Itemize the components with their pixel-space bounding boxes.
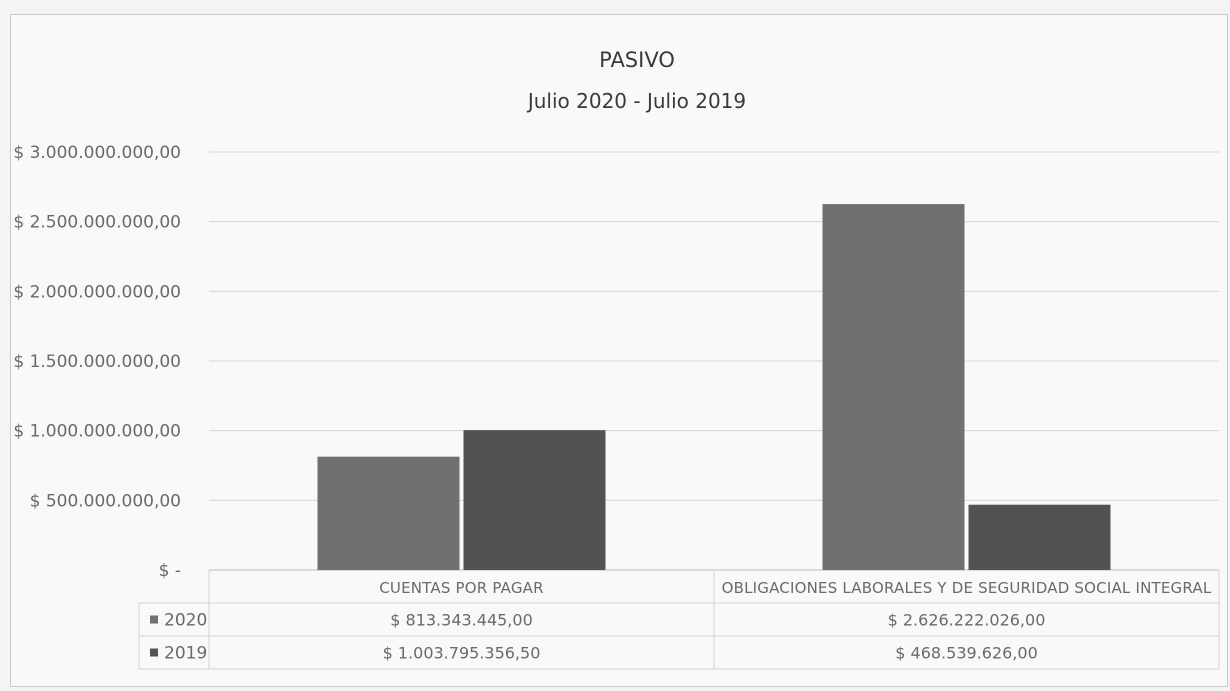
bar-2019-0 xyxy=(463,430,606,570)
data-table: CUENTAS POR PAGAR OBLIGACIONES LABORALES … xyxy=(138,570,1220,670)
legend-label: 2020 xyxy=(164,611,207,631)
x-category-label: CUENTAS POR PAGAR xyxy=(379,579,544,597)
table-cell-value: $ 813.343.445,00 xyxy=(390,611,533,630)
y-tick-label: $ 500.000.000,00 xyxy=(30,491,181,511)
y-tick-label: $ 2.500.000.000,00 xyxy=(13,213,181,233)
y-tick-label: $ 1.000.000.000,00 xyxy=(13,422,181,442)
chart-title: PASIVO xyxy=(599,48,675,72)
bar-2020-0 xyxy=(317,456,460,570)
y-tick-label: $ - xyxy=(159,561,181,581)
chart-frame: PASIVO Julio 2020 - Julio 2019 $ - $ 500.… xyxy=(10,14,1228,687)
bar-2019-1 xyxy=(968,504,1111,570)
table-cell-value: $ 1.003.795.356,50 xyxy=(383,644,541,663)
y-axis-ticks: $ - $ 500.000.000,00 $ 1.000.000.000,00 $ 1… xyxy=(13,143,181,581)
chart-subtitle: Julio 2020 - Julio 2019 xyxy=(526,89,746,113)
legend-label: 2019 xyxy=(164,644,207,664)
chart-svg: PASIVO Julio 2020 - Julio 2019 $ - $ 500.… xyxy=(13,48,1220,670)
y-tick-label: $ 1.500.000.000,00 xyxy=(13,352,181,372)
legend-swatch xyxy=(150,648,158,657)
table-cell-value: $ 2.626.222.026,00 xyxy=(888,611,1046,630)
table-cell-value: $ 468.539.626,00 xyxy=(895,644,1038,663)
x-category-label: OBLIGACIONES LABORALES Y DE SEGURIDAD SO… xyxy=(722,579,1212,597)
y-tick-label: $ 3.000.000.000,00 xyxy=(13,143,181,163)
bar-2020-1 xyxy=(822,204,965,571)
y-tick-label: $ 2.000.000.000,00 xyxy=(13,282,181,302)
bars xyxy=(317,204,1111,571)
legend-swatch xyxy=(150,615,158,624)
